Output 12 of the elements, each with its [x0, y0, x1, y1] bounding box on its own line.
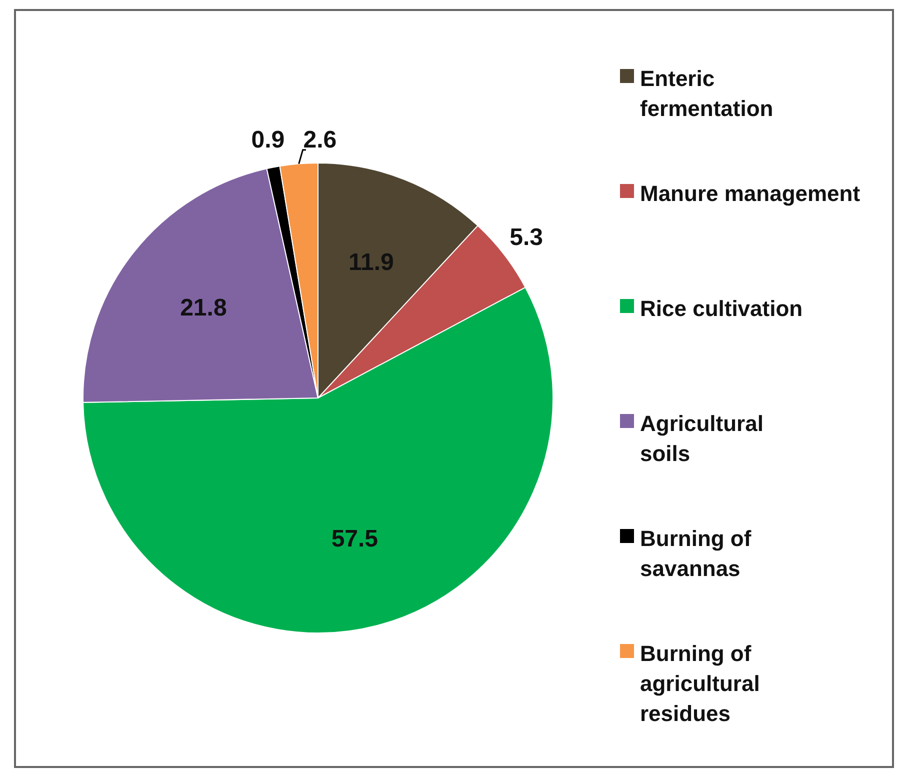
legend-label: Enteric fermentation: [640, 66, 774, 120]
legend-label: Manure management: [640, 180, 861, 206]
legend-label: Burning of savannas: [640, 526, 752, 580]
data-label: 2.6: [303, 126, 337, 154]
legend-label: Rice cultivation: [640, 296, 803, 320]
data-label: 21.8: [180, 294, 227, 322]
data-label: 5.3: [510, 224, 544, 251]
data-label: 11.9: [348, 248, 394, 276]
data-label: 0.9: [251, 126, 285, 154]
legend-label: Burning of agricultural residues: [640, 640, 760, 726]
legend-label: Agricultural soils: [640, 410, 764, 466]
data-label: 57.5: [331, 526, 378, 553]
